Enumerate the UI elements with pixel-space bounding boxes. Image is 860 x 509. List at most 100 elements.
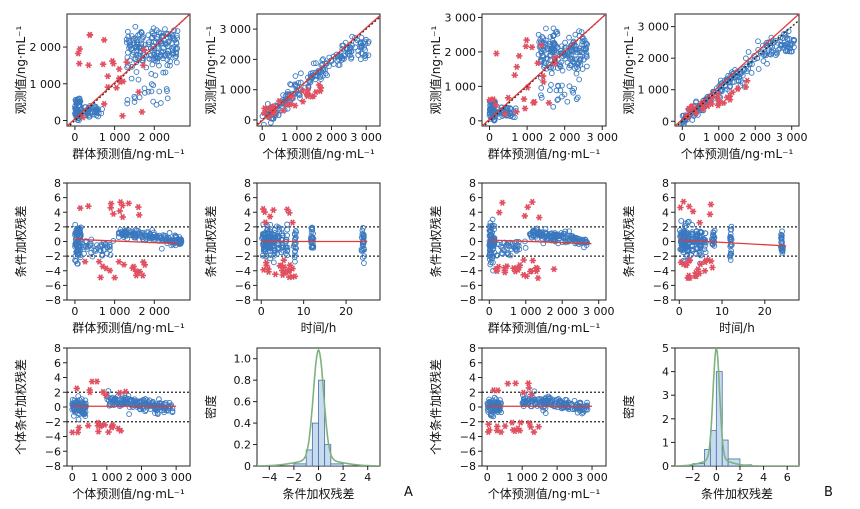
outlier-point xyxy=(117,427,124,434)
axes-frame xyxy=(674,347,800,467)
trend-line xyxy=(67,14,190,126)
outlier-point xyxy=(696,219,703,226)
data-point xyxy=(164,43,171,50)
trend-line xyxy=(257,15,380,126)
data-point xyxy=(572,65,578,72)
data-point xyxy=(136,94,143,101)
data-point xyxy=(550,398,556,404)
data-point xyxy=(361,253,368,259)
data-point xyxy=(520,399,527,406)
outlier-point xyxy=(279,107,287,114)
data-point xyxy=(357,56,364,63)
data-point xyxy=(496,114,503,120)
data-point xyxy=(149,56,156,63)
data-point xyxy=(158,33,165,39)
data-point xyxy=(584,402,590,409)
data-point xyxy=(548,70,555,77)
data-point xyxy=(95,113,101,120)
data-point xyxy=(139,30,145,36)
outlier-point xyxy=(744,77,751,84)
outlier-point xyxy=(689,103,696,110)
data-point xyxy=(362,51,369,58)
data-point xyxy=(576,49,583,55)
y-tick-label: 0 xyxy=(469,236,476,249)
data-point xyxy=(774,39,781,46)
panel-A5: 0 1 000 2 000 3 000 −8 −6−4 −2 0 24 6 8 个体预测值/ng·mL… xyxy=(14,342,192,501)
data-point xyxy=(74,238,81,244)
outlier-point xyxy=(545,99,553,107)
data-point xyxy=(347,44,353,51)
data-point xyxy=(133,37,140,43)
outlier-point xyxy=(528,44,536,51)
data-point xyxy=(73,99,80,106)
x-tick-label: 1 000 xyxy=(506,471,538,484)
data-point xyxy=(540,240,547,247)
data-point xyxy=(512,246,518,252)
data-point xyxy=(566,400,573,407)
data-point xyxy=(576,402,582,409)
outlier-point xyxy=(521,212,528,220)
y-tick-label: −8 xyxy=(235,294,251,307)
outlier-point xyxy=(116,65,123,73)
data-point xyxy=(727,233,733,240)
outlier-point xyxy=(493,267,501,275)
x-tick-label: 10 xyxy=(297,305,311,318)
outlier-point xyxy=(699,105,707,113)
axes-frame xyxy=(256,13,381,127)
data-point xyxy=(324,72,330,79)
data-point xyxy=(150,82,157,89)
data-point xyxy=(539,52,546,59)
data-point xyxy=(727,243,734,250)
outlier-point xyxy=(534,59,541,67)
y-tick-label: 1.0 xyxy=(234,353,252,366)
outlier-point xyxy=(122,388,129,395)
data-point xyxy=(126,45,132,51)
y-tick-label: 2 xyxy=(662,221,669,234)
data-point xyxy=(134,44,141,51)
data-point xyxy=(361,260,367,266)
outlier-point xyxy=(136,211,143,219)
y-axis-label: 条件加权残差 xyxy=(14,205,28,277)
data-point xyxy=(360,224,366,231)
data-point xyxy=(727,236,734,242)
outlier-point xyxy=(520,389,527,396)
data-point xyxy=(284,221,290,228)
data-point xyxy=(276,226,283,233)
data-point xyxy=(132,56,139,63)
data-point xyxy=(551,32,557,39)
panel-label: B xyxy=(824,485,833,500)
data-point xyxy=(272,234,279,241)
y-axis-label: 条件加权残差 xyxy=(429,205,443,277)
outlier-point xyxy=(101,36,108,44)
data-point xyxy=(260,121,267,126)
outlier-point xyxy=(299,87,306,95)
outlier-point xyxy=(528,267,535,275)
data-point xyxy=(784,40,791,47)
data-point xyxy=(292,81,298,88)
y-tick-label: 4 xyxy=(662,206,669,219)
data-point xyxy=(162,69,169,76)
data-point xyxy=(173,59,180,66)
data-point xyxy=(284,247,291,254)
outlier-point xyxy=(742,83,749,91)
outlier-point xyxy=(81,258,89,265)
data-point xyxy=(73,249,80,255)
outlier-point xyxy=(116,207,123,215)
data-point xyxy=(574,236,581,242)
outlier-point xyxy=(485,428,492,436)
data-point xyxy=(755,38,761,45)
data-point xyxy=(727,257,734,263)
x-tick-label: 0 xyxy=(676,305,683,318)
y-tick-label: 8 xyxy=(54,342,61,355)
data-point xyxy=(291,230,298,237)
x-tick-label: 3 000 xyxy=(160,471,192,484)
y-tick-label: −6 xyxy=(460,445,476,458)
data-point xyxy=(284,232,290,239)
outlier-point xyxy=(513,108,520,116)
y-tick-label: 2 xyxy=(244,221,251,234)
density-curve xyxy=(675,348,799,466)
y-tick-label: −8 xyxy=(45,294,61,307)
y-tick-label: 0 xyxy=(469,401,476,414)
data-point xyxy=(748,69,755,76)
